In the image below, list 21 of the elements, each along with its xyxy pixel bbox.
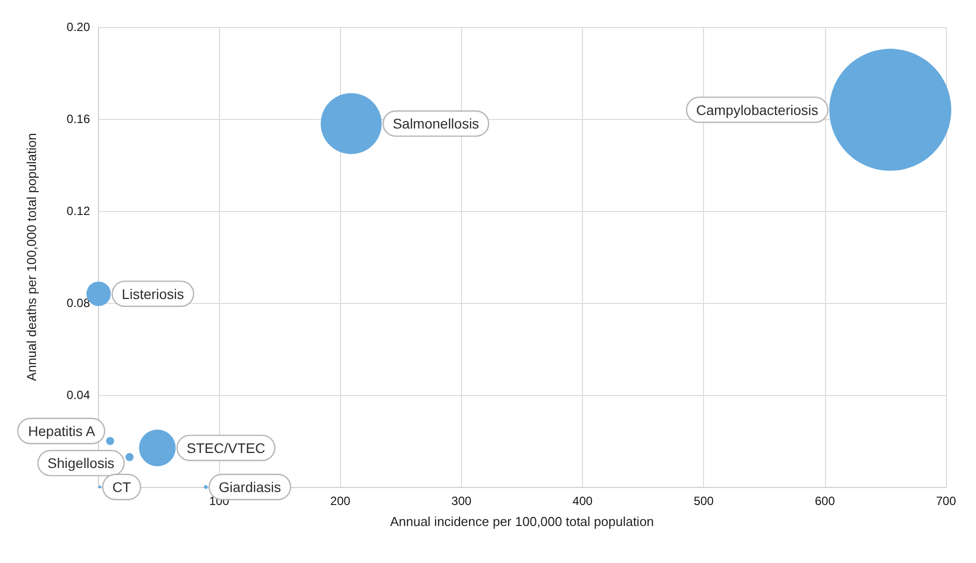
series-label: Listeriosis	[122, 286, 184, 302]
x-tick-label: 300	[451, 494, 472, 508]
series-label: STEC/VTEC	[186, 440, 266, 456]
series-label: Giardiasis	[218, 479, 281, 495]
series-label: Hepatitis A	[28, 423, 96, 439]
series-label: Shigellosis	[48, 455, 114, 472]
series-label: CT	[112, 479, 132, 495]
y-tick-label: 0.12	[66, 204, 90, 218]
series-label: Salmonellosis	[392, 116, 480, 132]
x-tick-label: 700	[936, 494, 956, 508]
series-label: Campylobacteriosis	[696, 102, 818, 118]
x-axis-title: Annual incidence per 100,000 total population	[390, 514, 654, 529]
y-tick-label: 0.20	[66, 20, 90, 34]
x-tick-label: 400	[572, 494, 593, 508]
y-axis-title: Annual deaths per 100,000 total population	[24, 133, 39, 381]
x-tick-label: 500	[694, 494, 714, 508]
y-tick-label: 0.16	[66, 112, 90, 126]
y-tick-label: 0.08	[66, 296, 90, 310]
x-tick-label: 600	[814, 494, 836, 508]
x-tick-label: 200	[330, 494, 351, 508]
y-tick-label: 0.04	[66, 388, 90, 402]
